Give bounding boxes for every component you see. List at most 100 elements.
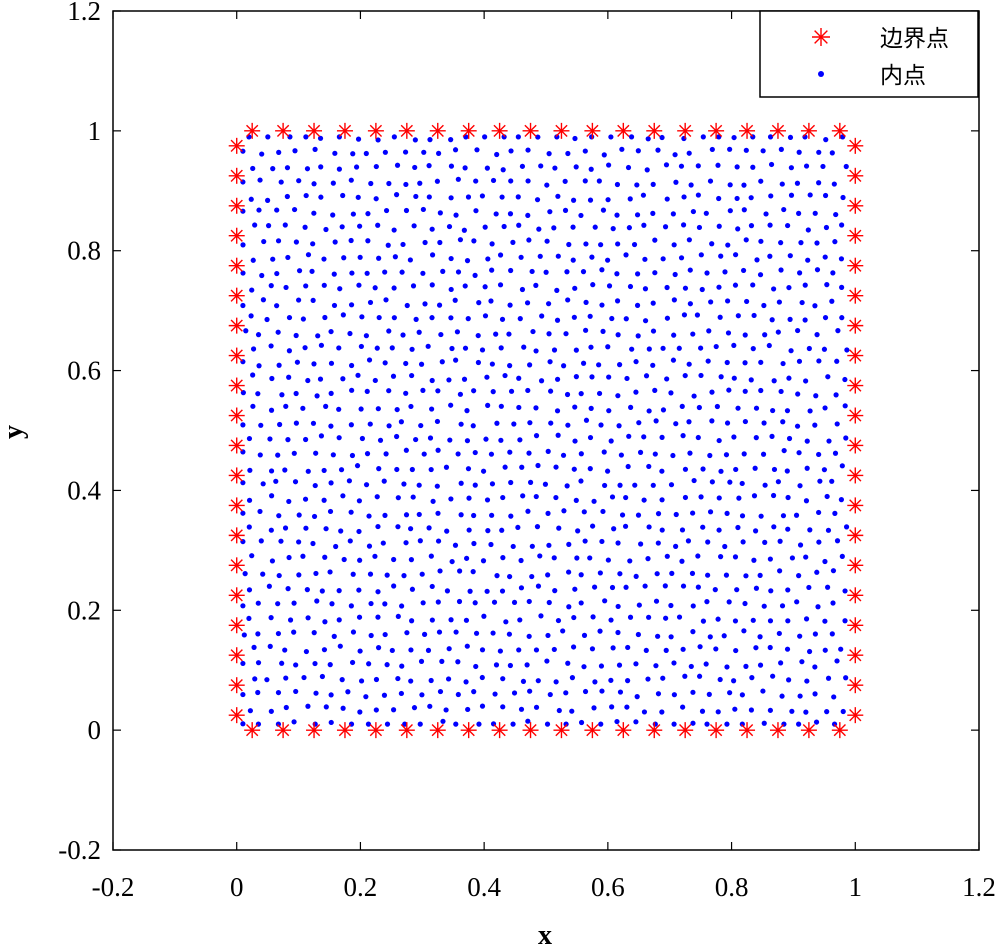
interior-point — [250, 372, 256, 378]
interior-point — [355, 194, 361, 200]
interior-point — [420, 600, 426, 606]
interior-point — [291, 206, 298, 213]
interior-point — [349, 270, 355, 276]
x-tick-label: -0.2 — [92, 872, 135, 902]
interior-point — [615, 241, 621, 247]
interior-point — [363, 482, 370, 488]
interior-point — [645, 556, 651, 562]
interior-point — [429, 583, 435, 590]
interior-point — [785, 494, 791, 501]
interior-point — [533, 282, 539, 288]
interior-point — [587, 313, 593, 319]
boundary-point — [228, 707, 245, 724]
interior-point — [455, 176, 461, 182]
boundary-point — [847, 137, 864, 154]
interior-point — [367, 571, 374, 577]
interior-point — [497, 282, 504, 288]
interior-point — [259, 272, 265, 279]
interior-point — [456, 598, 463, 605]
interior-point — [255, 600, 261, 606]
interior-point — [822, 254, 828, 260]
boundary-point — [708, 122, 725, 139]
interior-point — [615, 332, 621, 338]
interior-point — [560, 452, 567, 458]
interior-point — [283, 675, 289, 681]
y-tick-label: -0.2 — [58, 835, 101, 865]
interior-point — [582, 148, 588, 154]
interior-point — [510, 721, 516, 727]
interior-point — [643, 647, 649, 654]
interior-point — [797, 270, 803, 276]
interior-point — [349, 659, 356, 666]
boundary-point — [429, 722, 446, 739]
interior-point — [786, 375, 792, 381]
interior-point — [471, 512, 477, 519]
interior-point — [323, 226, 329, 233]
interior-point — [598, 242, 604, 248]
legend: 边界点 内点 — [759, 10, 979, 98]
boundary-point — [228, 347, 245, 364]
interior-point — [377, 437, 384, 443]
interior-point — [724, 664, 730, 670]
interior-point — [448, 195, 454, 201]
interior-point — [510, 543, 516, 550]
interior-point — [554, 408, 561, 414]
interior-point — [248, 313, 254, 319]
interior-point — [709, 479, 715, 485]
interior-point — [526, 598, 532, 605]
boundary-point — [228, 557, 245, 574]
interior-point — [483, 436, 489, 442]
interior-point — [418, 658, 425, 664]
interior-point — [768, 161, 775, 168]
interior-point — [251, 644, 257, 650]
interior-point — [270, 166, 276, 172]
interior-point — [589, 134, 595, 140]
interior-point — [283, 284, 289, 291]
interior-point — [500, 167, 506, 173]
interior-point — [322, 554, 328, 560]
interior-point — [572, 586, 578, 592]
interior-point — [709, 418, 715, 424]
interior-point — [264, 677, 270, 683]
interior-point — [533, 405, 539, 411]
interior-point — [668, 390, 674, 396]
interior-point — [386, 328, 392, 334]
interior-point — [341, 255, 347, 261]
interior-point — [499, 194, 505, 200]
interior-point — [311, 181, 317, 187]
interior-point — [258, 538, 264, 544]
interior-point — [341, 556, 347, 563]
interior-point — [480, 558, 487, 564]
x-tick-label: 0.4 — [467, 872, 501, 902]
interior-point — [564, 483, 570, 489]
interior-point — [372, 377, 378, 384]
interior-point — [482, 224, 488, 230]
interior-point — [265, 223, 272, 229]
interior-point — [383, 207, 390, 214]
interior-point — [246, 435, 253, 442]
interior-point — [788, 165, 794, 171]
interior-point — [780, 360, 786, 367]
interior-point — [518, 254, 524, 260]
interior-point — [680, 222, 687, 228]
interior-point — [771, 466, 778, 473]
interior-point — [660, 675, 666, 681]
interior-point — [663, 615, 669, 621]
interior-point — [293, 239, 299, 245]
interior-point — [490, 630, 496, 636]
interior-point — [533, 647, 540, 653]
interior-point — [824, 282, 830, 288]
interior-point — [386, 388, 392, 394]
interior-point — [758, 513, 764, 519]
interior-point — [803, 616, 810, 622]
interior-point — [409, 346, 415, 352]
interior-point — [758, 178, 764, 184]
interior-point — [258, 422, 264, 428]
interior-point — [712, 587, 718, 593]
interior-point — [771, 378, 777, 384]
interior-point — [650, 482, 656, 488]
interior-point — [578, 451, 584, 457]
interior-point — [673, 179, 679, 185]
interior-point — [399, 269, 405, 275]
interior-point — [533, 704, 540, 710]
